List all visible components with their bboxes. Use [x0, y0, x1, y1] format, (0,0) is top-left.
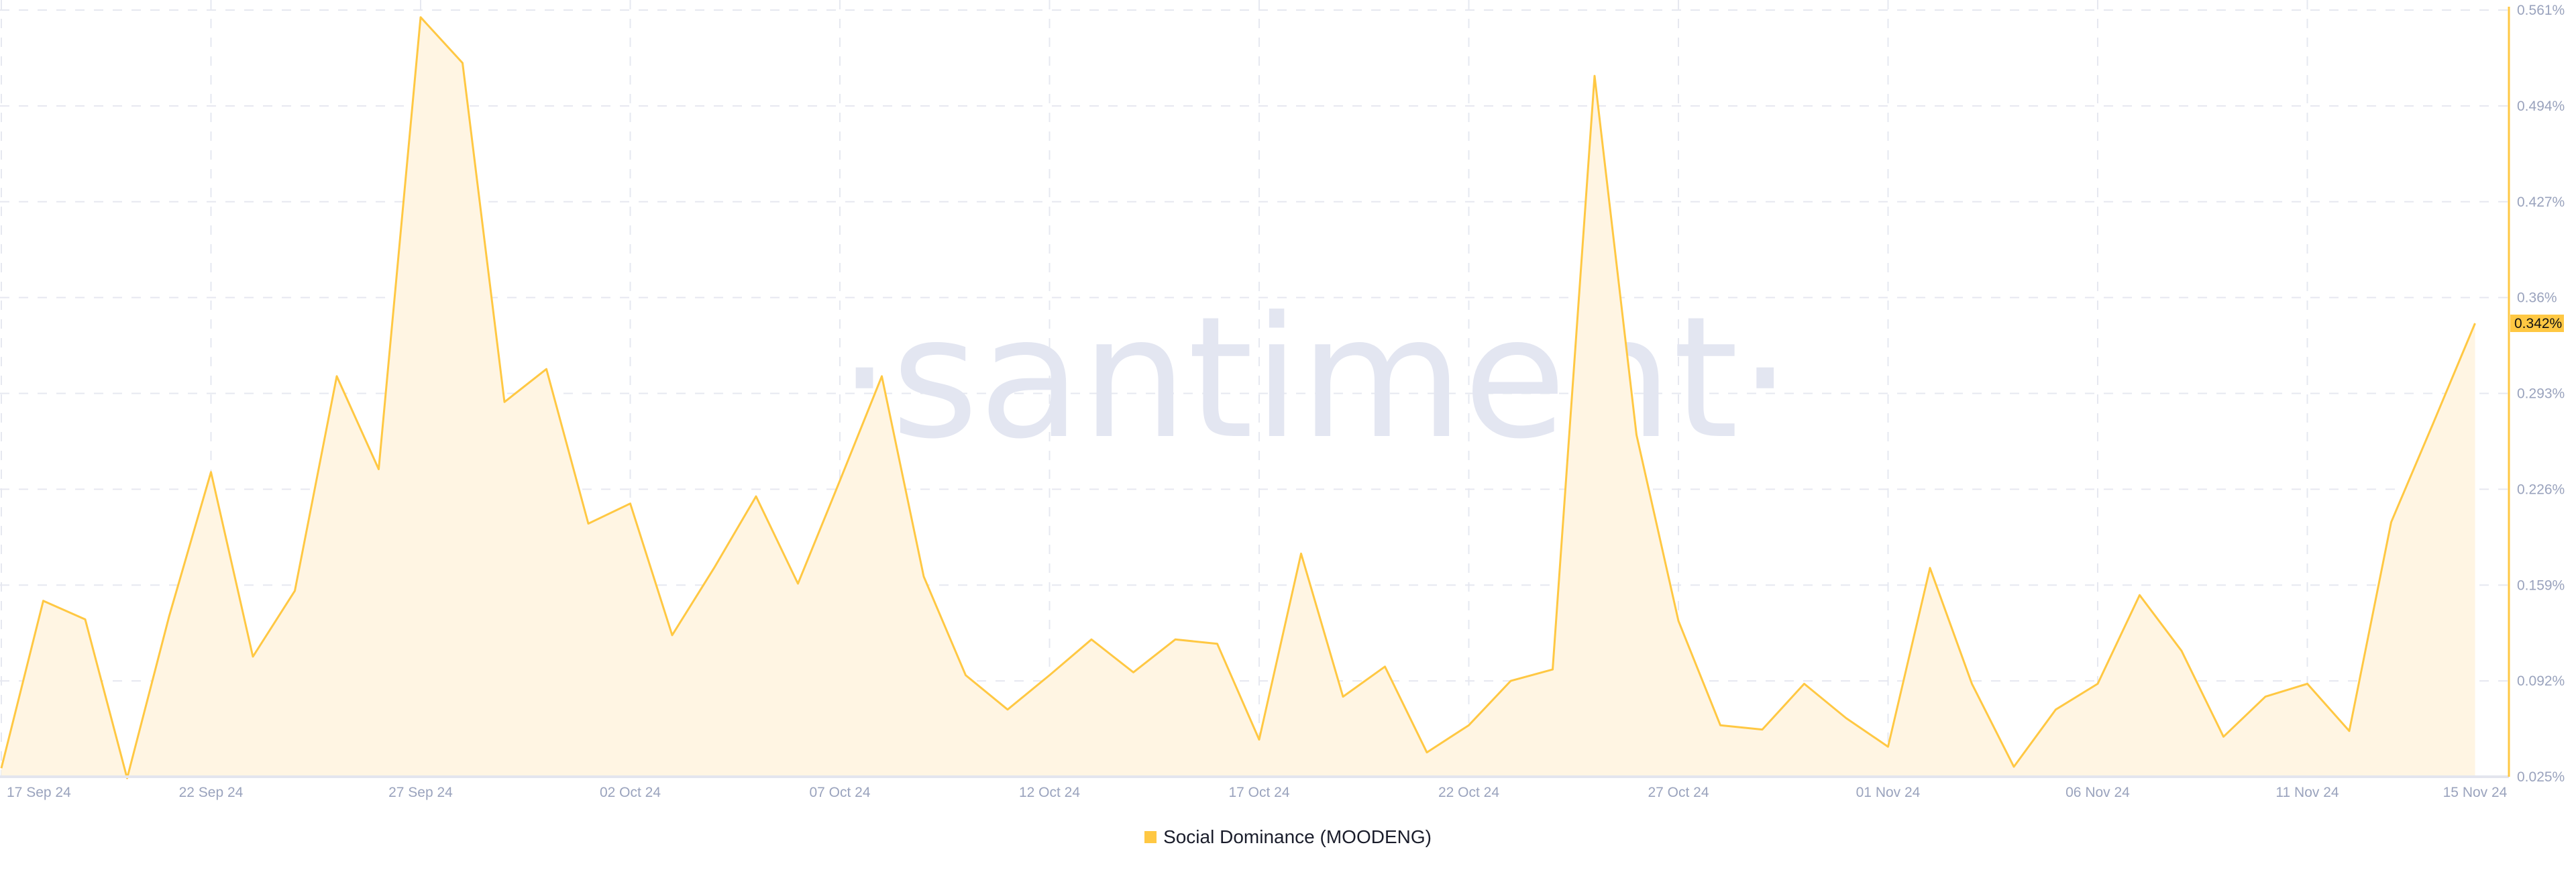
area-fill — [1, 17, 2475, 779]
x-tick-label: 17 Sep 24 — [7, 785, 71, 800]
x-tick-label: 22 Sep 24 — [179, 785, 244, 800]
y-tick-label: 0.561% — [2517, 3, 2565, 18]
x-tick-label: 07 Oct 24 — [809, 785, 870, 800]
y-tick-label: 0.427% — [2517, 195, 2565, 210]
series-area — [0, 16, 2476, 779]
x-tick-label: 27 Oct 24 — [1648, 785, 1709, 800]
santiment-watermark: ·santiment· — [838, 280, 1792, 476]
y-axis: 0.561% 0.494% 0.427% 0.36% 0.293% 0.226% 0.159… — [0, 3, 2565, 785]
x-tick-label: 12 Oct 24 — [1019, 785, 1080, 800]
y-tick-label: 0.494% — [2517, 99, 2565, 114]
y-tick-label: 0.36% — [2517, 290, 2557, 306]
chart: ·santiment· 17 Sep 24 22 Sep 24 27 Sep 24 0… — [0, 0, 2565, 800]
x-tick-label: 22 Oct 24 — [1438, 785, 1499, 800]
legend-swatch — [1144, 830, 1157, 843]
x-tick-label: 06 Nov 24 — [2065, 785, 2130, 800]
x-tick-label: 17 Oct 24 — [1228, 785, 1289, 800]
x-tick-label: 11 Nov 24 — [2275, 785, 2339, 800]
x-tick-label: 02 Oct 24 — [600, 785, 661, 800]
x-tick-label: 15 Nov 24 — [2443, 785, 2508, 800]
series-line — [0, 16, 2476, 779]
last-value-badge — [2510, 315, 2564, 333]
x-tick-label: 27 Sep 24 — [388, 785, 453, 800]
last-value-label: 0.342% — [2514, 316, 2562, 331]
x-axis: 17 Sep 24 22 Sep 24 27 Sep 24 02 Oct 24 07 O… — [7, 785, 2508, 800]
y-tick-label: 0.025% — [2517, 769, 2565, 785]
legend: Social Dominance (MOODENG) — [0, 826, 2576, 848]
y-tick-label: 0.226% — [2517, 482, 2565, 497]
x-tick-label: 01 Nov 24 — [1856, 785, 1921, 800]
y-tick-label: 0.092% — [2517, 673, 2565, 689]
y-tick-label: 0.159% — [2517, 578, 2565, 593]
legend-label: Social Dominance (MOODENG) — [1163, 826, 1432, 847]
y-tick-label: 0.293% — [2517, 386, 2565, 402]
